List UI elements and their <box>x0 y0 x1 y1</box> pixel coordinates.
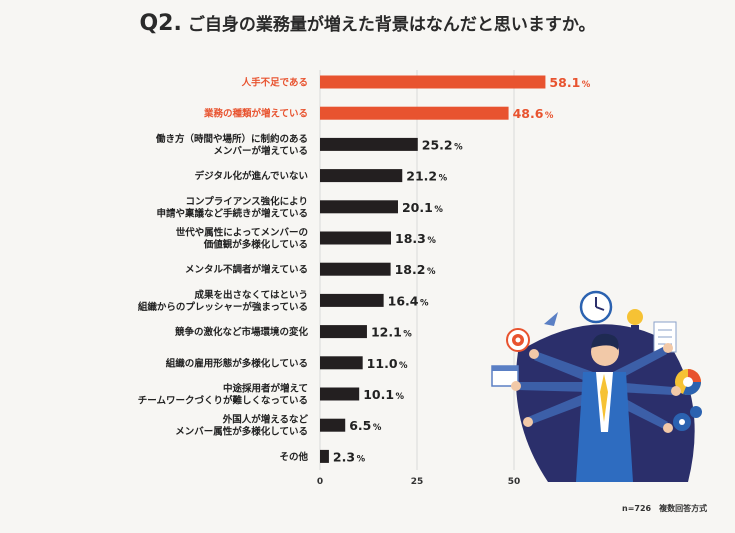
question-text: ご自身の業務量が増えた背景はなんだと思いますか。 <box>187 15 596 35</box>
value-label: 2.3% <box>333 449 366 464</box>
sample-note: n=726 複数回答方式 <box>622 504 708 513</box>
category-label: 競争の激化など市場環境の変化 <box>175 326 309 338</box>
bar <box>320 137 418 151</box>
value-label: 10.1% <box>363 387 404 402</box>
value-label: 58.1% <box>549 75 590 90</box>
bar <box>320 262 391 276</box>
value-label: 12.1% <box>371 325 412 340</box>
hands <box>511 343 681 433</box>
businessman <box>576 333 633 482</box>
clock-icon <box>579 290 613 324</box>
bar <box>320 231 392 245</box>
bars <box>320 75 546 463</box>
target-icon <box>506 328 530 352</box>
category-label: メンタル不調者が増えている <box>185 264 308 276</box>
gear-icon <box>673 406 702 431</box>
page-title: Q2. ご自身の業務量が増えた背景はなんだと思いますか。 <box>0 10 735 36</box>
category-label: メンバーが増えている <box>213 145 308 157</box>
bar <box>320 200 398 214</box>
businessman-illustration <box>491 290 702 482</box>
value-label: 18.2% <box>395 262 436 277</box>
pie-chart-icon <box>675 369 701 395</box>
bar <box>320 418 346 432</box>
x-tick-label: 25 <box>411 477 424 487</box>
bar <box>320 325 367 339</box>
category-label: メンバー属性が多様化している <box>175 426 308 438</box>
category-label: 申請や稟議など手続きが増えている <box>156 207 308 219</box>
category-label: 組織からのプレッシャーが強まっている <box>138 301 308 313</box>
x-tick-label: 50 <box>508 477 521 487</box>
x-axis-ticks: 0 25 50 <box>317 477 520 487</box>
x-tick-label: 0 <box>317 477 323 487</box>
value-label: 11.0% <box>367 356 408 371</box>
category-labels: 人手不足である業務の種類が増えている働き方（時間や場所）に制約のあるメンバーが増… <box>138 77 309 463</box>
bar <box>320 449 329 463</box>
bar <box>320 293 384 307</box>
value-labels: 58.1 % 48.6 % 25.2 % 21.2 % 20.1 % 18.3 % 18.2 % 16.4%… <box>333 75 591 464</box>
category-label: その他 <box>279 451 308 463</box>
category-label: コンプライアンス強化により <box>186 195 308 207</box>
value-label: 48.6% <box>513 106 554 121</box>
bar <box>320 106 509 120</box>
bar <box>320 75 546 89</box>
rocket-icon <box>544 312 558 326</box>
value-label: 6.5% <box>349 418 382 433</box>
value-label: 18.3% <box>395 231 436 246</box>
lightbulb-icon <box>627 309 643 331</box>
bar <box>320 169 403 183</box>
category-label: 人手不足である <box>242 77 308 89</box>
category-label: 組織の雇用形態が多様化している <box>166 357 308 369</box>
question-number: Q2. <box>139 11 182 36</box>
bar <box>320 387 360 401</box>
value-label: 20.1% <box>402 200 443 215</box>
calendar-icon <box>491 365 519 387</box>
bar <box>320 356 363 370</box>
category-label: 価値観が多様化している <box>203 239 308 251</box>
category-label: 業務の種類が増えている <box>203 108 308 120</box>
value-label: 21.2% <box>406 169 447 184</box>
value-label: 25.2% <box>422 137 463 152</box>
category-label: チームワークづくりが難しくなっている <box>138 395 308 407</box>
category-label: デジタル化が進んでいない <box>195 170 308 182</box>
category-label: 成果を出さなくてはという <box>194 289 308 301</box>
category-label: 外国人が増えるなど <box>222 414 309 426</box>
category-label: 中途採用者が増えて <box>223 383 308 395</box>
arms <box>518 347 673 429</box>
category-label: 世代や属性によってメンバーの <box>176 227 308 239</box>
value-label: 16.4% <box>388 293 429 308</box>
category-label: 働き方（時間や場所）に制約のある <box>155 133 308 145</box>
